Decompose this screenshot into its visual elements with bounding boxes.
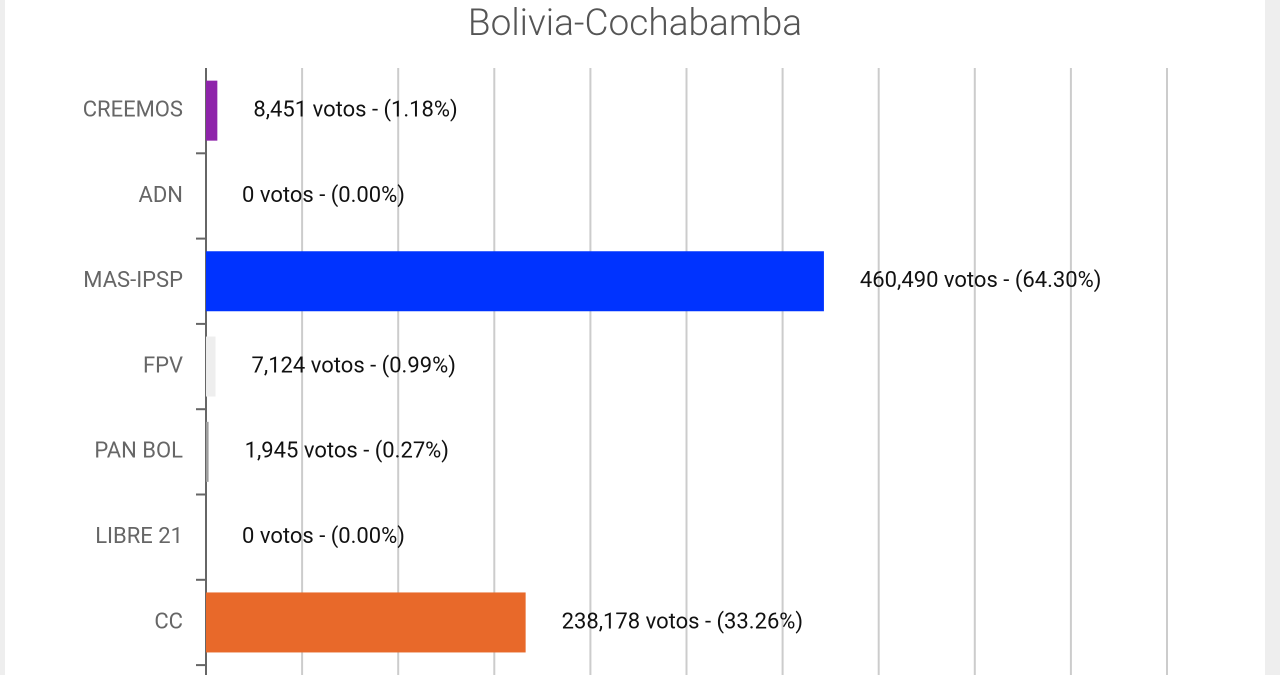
bar (206, 80, 218, 141)
y-tick-label: CC (154, 609, 183, 634)
data-label: 1,945 votos - (0.27%) (245, 439, 449, 464)
panel (5, 0, 1265, 675)
y-tick-label: FPV (143, 353, 183, 378)
bar (206, 421, 209, 482)
y-tick-label: MAS-IPSP (83, 268, 183, 293)
y-tick-label: CREEMOS (83, 97, 183, 122)
bar (206, 251, 824, 312)
y-tick-label: LIBRE 21 (95, 524, 183, 549)
data-label: 460,490 votos - (64.30%) (860, 268, 1101, 293)
bar (206, 336, 216, 397)
bar (206, 592, 526, 653)
y-tick-label: PAN BOL (94, 439, 183, 464)
data-label: 238,178 votos - (33.26%) (562, 609, 803, 634)
chart-title: Bolivia-Cochabamba (468, 2, 802, 45)
data-label: 8,451 votos - (1.18%) (253, 97, 457, 122)
data-label: 7,124 votos - (0.99%) (252, 353, 456, 378)
y-tick-label: ADN (139, 183, 183, 208)
data-label: 0 votos - (0.00%) (242, 183, 405, 208)
data-label: 0 votos - (0.00%) (242, 524, 405, 549)
